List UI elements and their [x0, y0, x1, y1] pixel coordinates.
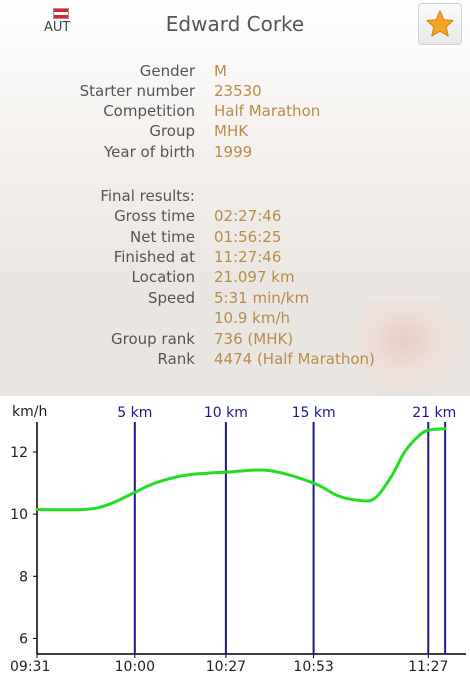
- detail-label: Starter number: [80, 82, 195, 100]
- detail-label: Group: [149, 122, 195, 140]
- result-row: 10.9 km/h: [0, 309, 470, 329]
- detail-value: MHK: [214, 122, 248, 140]
- y-tick-label: 12: [10, 445, 28, 461]
- y-tick-label: 8: [19, 569, 28, 585]
- results-heading: Final results:: [100, 187, 195, 205]
- detail-value: 1999: [214, 143, 252, 161]
- result-value: 10.9 km/h: [214, 309, 290, 327]
- results-heading-row: Final results:: [0, 187, 470, 207]
- header: AUT Edward Corke: [0, 0, 470, 50]
- detail-row: Competition Half Marathon: [0, 102, 470, 122]
- result-value: 11:27:46: [214, 248, 281, 266]
- athlete-name: Edward Corke: [0, 12, 470, 36]
- result-row: Rank 4474 (Half Marathon): [0, 350, 470, 370]
- detail-value: Half Marathon: [214, 102, 320, 120]
- detail-row: Year of birth 1999: [0, 143, 470, 163]
- detail-value: M: [214, 62, 227, 80]
- speed-chart: km/h 6 8 10 12 09:31 10:00 10:27 10:53 11:27 5 km 1…: [0, 396, 470, 688]
- distance-marker-label: 5 km: [117, 405, 152, 421]
- result-label: Location: [132, 268, 195, 286]
- result-value: 736 (MHK): [214, 330, 293, 348]
- result-row: Finished at 11:27:46: [0, 248, 470, 268]
- result-value: 01:56:25: [214, 228, 281, 246]
- distance-marker-label: 21 km: [412, 405, 456, 421]
- result-label: Gross time: [114, 207, 195, 225]
- y-axis-label: km/h: [12, 404, 47, 420]
- distance-marker-label: 10 km: [204, 405, 248, 421]
- detail-label: Gender: [140, 62, 195, 80]
- x-tick-label: 11:27: [408, 659, 448, 675]
- result-label: Rank: [158, 350, 195, 368]
- y-tick-label: 6: [19, 631, 28, 647]
- star-icon: [425, 9, 455, 39]
- x-tick-label: 10:00: [115, 659, 155, 675]
- result-label: Net time: [130, 228, 195, 246]
- x-tick-label: 10:27: [206, 659, 246, 675]
- result-value: 4474 (Half Marathon): [214, 350, 375, 368]
- result-row: Gross time 02:27:46: [0, 207, 470, 227]
- detail-row: Starter number 23530: [0, 82, 470, 102]
- speed-series-line: [37, 429, 445, 510]
- detail-label: Competition: [103, 102, 195, 120]
- distance-marker-label: 15 km: [292, 405, 336, 421]
- favorite-button[interactable]: [418, 3, 462, 45]
- detail-row: Gender M: [0, 62, 470, 82]
- detail-value: 23530: [214, 82, 262, 100]
- result-row: Group rank 736 (MHK): [0, 330, 470, 350]
- result-label: Speed: [148, 289, 195, 307]
- y-tick-label: 10: [10, 507, 28, 523]
- x-tick-label: 10:53: [293, 659, 333, 675]
- detail-row: Group MHK: [0, 122, 470, 142]
- detail-label: Year of birth: [104, 143, 195, 161]
- result-value: 21.097 km: [214, 268, 295, 286]
- result-value: 5:31 min/km: [214, 289, 309, 307]
- result-value: 02:27:46: [214, 207, 281, 225]
- result-label: Finished at: [114, 248, 195, 266]
- result-row: Net time 01:56:25: [0, 228, 470, 248]
- result-row: Location 21.097 km: [0, 268, 470, 288]
- result-label: Group rank: [111, 330, 195, 348]
- result-row: Speed 5:31 min/km: [0, 289, 470, 309]
- speed-chart-svg: km/h 6 8 10 12 09:31 10:00 10:27 10:53 11:27 5 km 1…: [0, 396, 470, 688]
- x-tick-label: 09:31: [10, 659, 50, 675]
